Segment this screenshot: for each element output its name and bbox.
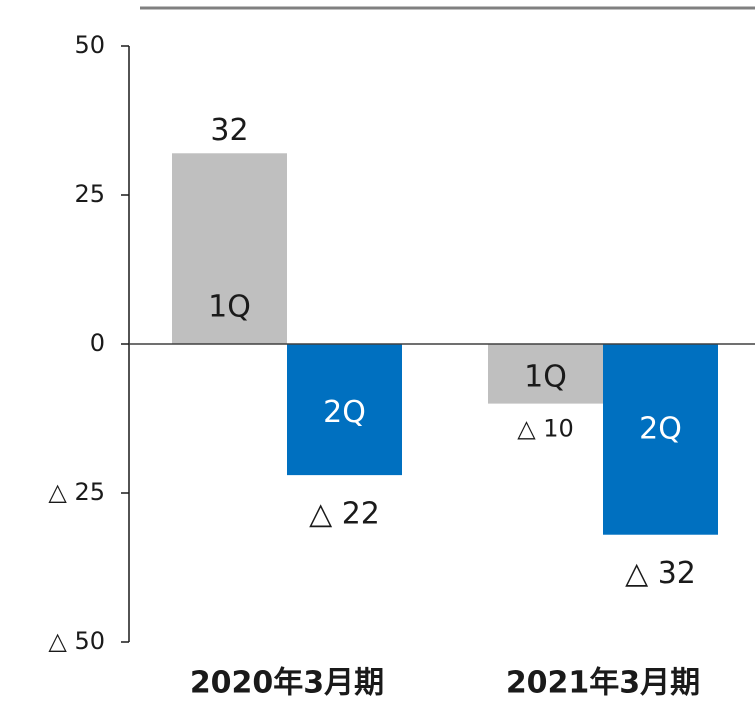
- y-tick-label: △ 25: [48, 478, 105, 506]
- y-tick-label: 50: [74, 31, 105, 59]
- series-label: 2Q: [323, 395, 366, 430]
- x-tick-label: 2021年3月期: [506, 666, 700, 701]
- x-tick-label: 2020年3月期: [190, 666, 384, 701]
- bar: [172, 153, 287, 344]
- series-label: 1Q: [208, 290, 251, 325]
- value-label: 32: [210, 113, 248, 148]
- bar: [603, 344, 718, 535]
- value-label: △ 10: [517, 415, 574, 443]
- bar: [287, 344, 402, 476]
- value-label: △ 22: [309, 497, 380, 532]
- y-tick-label: △ 50: [48, 627, 105, 655]
- series-label: 1Q: [524, 359, 567, 394]
- value-label: △ 32: [625, 556, 696, 591]
- bar: [488, 344, 603, 404]
- y-tick-label: 25: [74, 180, 105, 208]
- series-label: 2Q: [639, 412, 682, 447]
- y-tick-label: 0: [90, 329, 105, 357]
